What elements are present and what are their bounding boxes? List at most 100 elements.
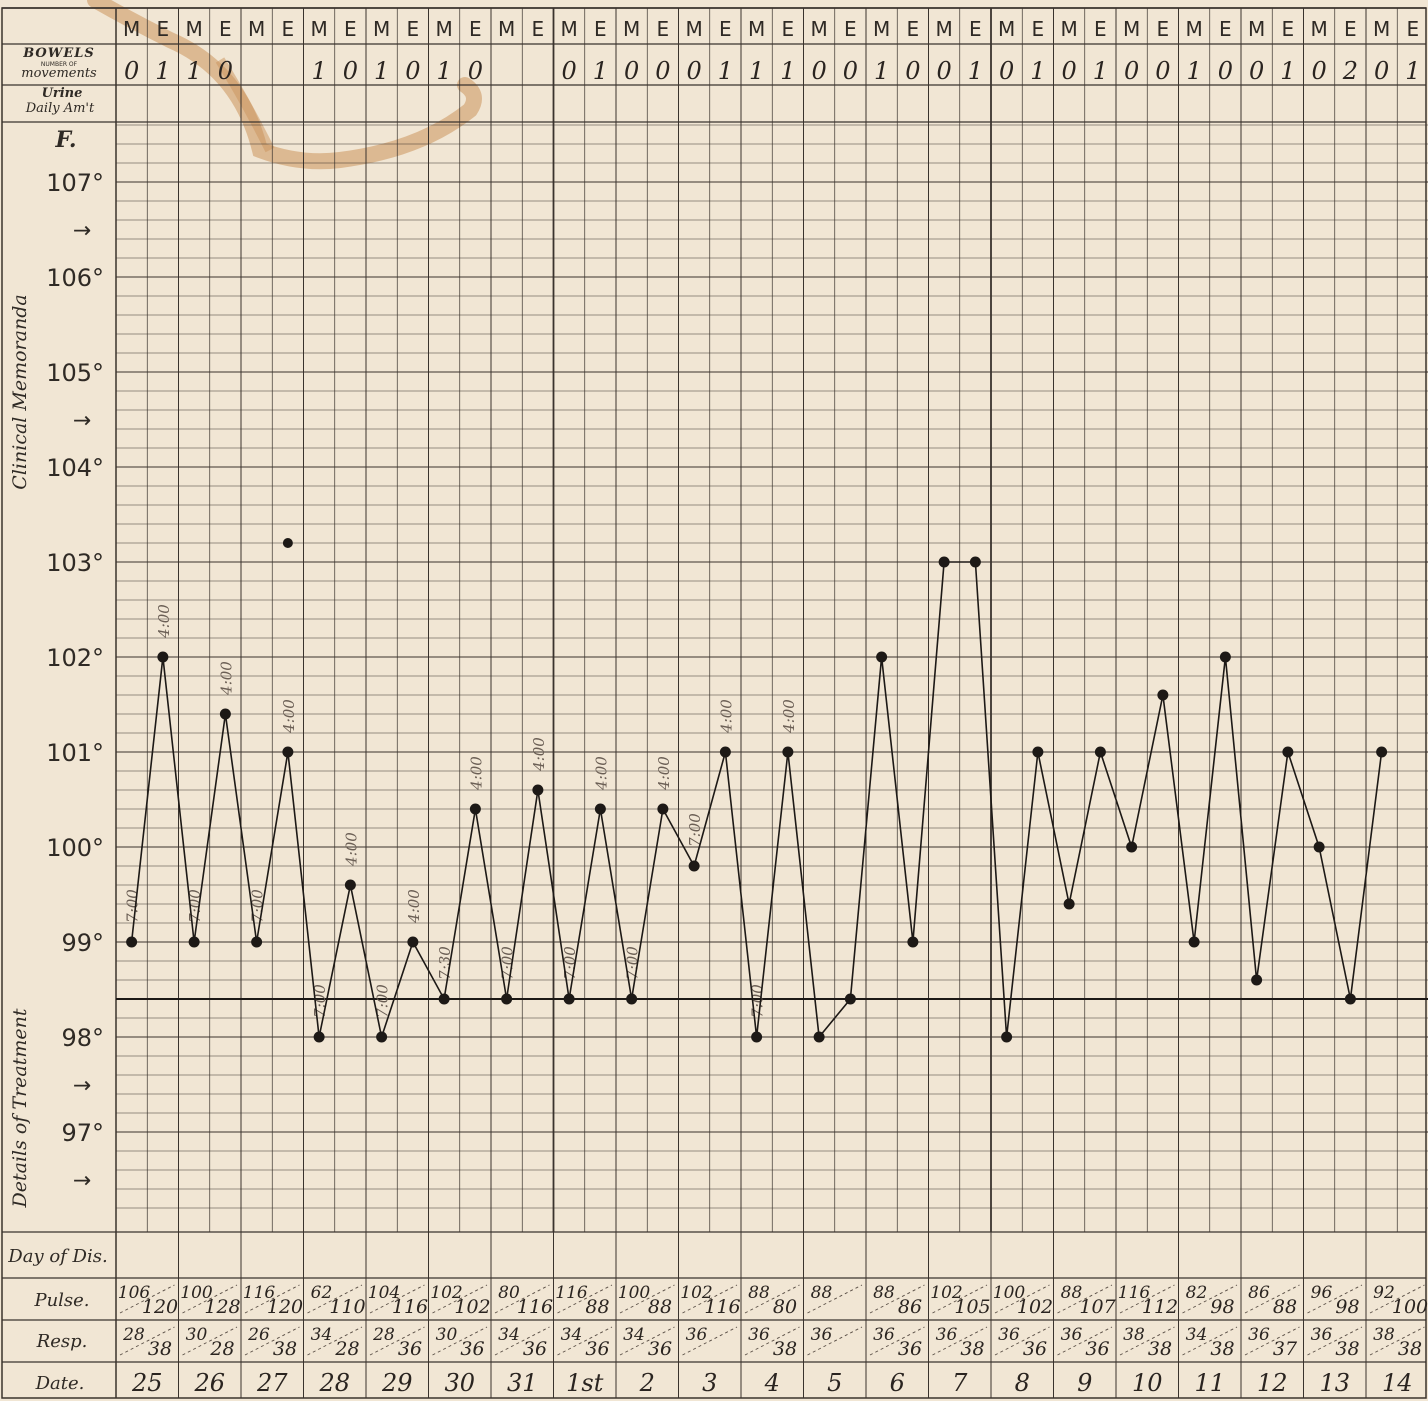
pulse-morning-value: 116 [243, 1283, 276, 1303]
resp-divider [432, 1326, 488, 1356]
pulse-divider [869, 1284, 925, 1314]
bowels-value: 0 [843, 57, 858, 85]
date-value: 26 [193, 1369, 225, 1397]
time-annotation: 4:00 [155, 604, 173, 639]
temperature-point [1376, 746, 1388, 758]
pulse-row: 1061201001281161206211010411610210280116… [118, 1283, 1428, 1318]
pulse-morning-value: 116 [1118, 1283, 1151, 1303]
shift-label: M [1185, 17, 1202, 41]
pulse-divider [557, 1284, 613, 1314]
bowels-value: 1 [780, 57, 795, 85]
temperature-point [1094, 746, 1106, 758]
date-value: 31 [507, 1369, 538, 1397]
resp-morning-value: 26 [247, 1325, 270, 1345]
resp-divider [807, 1326, 863, 1356]
y-tick-label: 101° [46, 739, 104, 767]
shift-label: M [1373, 17, 1390, 41]
shift-label: M [1310, 17, 1327, 41]
resp-morning-value: 36 [1061, 1325, 1083, 1345]
pulse-divider [619, 1284, 675, 1314]
temperature-point [219, 708, 231, 720]
resp-evening-value: 37 [1273, 1338, 1298, 1360]
resp-divider [682, 1326, 738, 1356]
temperature-point [844, 993, 856, 1005]
pulse-divider [1057, 1284, 1113, 1314]
resp-morning-value: 38 [1123, 1325, 1145, 1345]
temperature-point [438, 993, 450, 1005]
resp-morning-value: 34 [311, 1325, 333, 1345]
pulse-morning-value: 100 [993, 1283, 1026, 1303]
temperature-point [344, 879, 356, 891]
resp-divider [932, 1326, 988, 1356]
resp-divider [994, 1326, 1050, 1356]
time-annotation: 4:00 [217, 661, 235, 696]
urine-sub-label: Daily Am't [25, 101, 95, 116]
pulse-divider [682, 1284, 738, 1314]
temperature-point [594, 803, 606, 815]
shift-label: M [498, 17, 515, 41]
pulse-divider [1244, 1284, 1300, 1314]
pulse-morning-value: 104 [368, 1283, 400, 1303]
temperature-point [751, 1031, 763, 1043]
bowels-value: 0 [1249, 57, 1264, 85]
temperature-point [376, 1031, 388, 1043]
pulse-divider [744, 1284, 800, 1314]
resp-divider [619, 1326, 675, 1356]
temperature-point [719, 746, 731, 758]
arrow-marker: → [73, 219, 91, 244]
temperature-point [1282, 746, 1294, 758]
shift-label: E [782, 17, 795, 41]
resp-divider [494, 1326, 550, 1356]
resp-evening-value: 38 [148, 1338, 172, 1360]
bowels-value: 1 [968, 57, 983, 85]
pulse-evening-value: 86 [898, 1296, 922, 1318]
shift-label: E [157, 17, 170, 41]
pulse-morning-value: 62 [311, 1283, 333, 1303]
resp-evening-value: 28 [209, 1338, 234, 1360]
bowels-value: 1 [1405, 57, 1420, 85]
resp-morning-value: 38 [1373, 1325, 1395, 1345]
pulse-divider [432, 1284, 488, 1314]
resp-morning-value: 36 [748, 1325, 770, 1345]
bowels-value: 0 [905, 57, 920, 85]
shift-label: E [1157, 17, 1170, 41]
pulse-divider [244, 1284, 300, 1314]
shift-label: M [998, 17, 1015, 41]
time-annotation: 4:00 [655, 756, 673, 791]
resp-divider [1369, 1326, 1425, 1356]
left-column: BOWELS NUMBER OF movements Urine Daily A… [7, 46, 107, 1394]
temperature-point [1251, 974, 1263, 986]
date-row: 25 26 27 28 29 30 31 1st 2 3 4 5 6 7 8 9 10 11 12 13 14 [131, 1369, 1413, 1397]
pulse-divider [119, 1284, 175, 1314]
resp-evening-value: 36 [460, 1338, 484, 1360]
pulse-divider [494, 1284, 550, 1314]
temperature-point [501, 993, 513, 1005]
shift-label: M [560, 17, 577, 41]
pulse-divider [994, 1284, 1050, 1314]
shift-label: M [435, 17, 452, 41]
pulse-evening-value: 107 [1079, 1296, 1116, 1318]
temperature-point [282, 746, 294, 758]
bowels-value: 0 [1155, 57, 1170, 85]
date-value: 6 [890, 1369, 905, 1397]
shift-label: E [1344, 17, 1357, 41]
date-value: 3 [702, 1369, 717, 1397]
pulse-divider [182, 1284, 238, 1314]
bowels-value: 1 [155, 57, 170, 85]
bowels-value: 2 [1342, 57, 1358, 85]
bowels-value: 0 [624, 57, 639, 85]
bowels-value: 0 [655, 57, 670, 85]
resp-morning-value: 36 [998, 1325, 1020, 1345]
bowels-label: BOWELS [22, 46, 95, 61]
temperature-point [1313, 841, 1325, 853]
resp-divider [869, 1326, 925, 1356]
y-tick-label: 103° [46, 549, 104, 577]
resp-evening-value: 28 [334, 1338, 359, 1360]
shift-label: M [748, 17, 765, 41]
pulse-morning-value: 106 [118, 1283, 151, 1303]
pulse-divider [932, 1284, 988, 1314]
pulse-label: Pulse. [33, 1290, 89, 1311]
